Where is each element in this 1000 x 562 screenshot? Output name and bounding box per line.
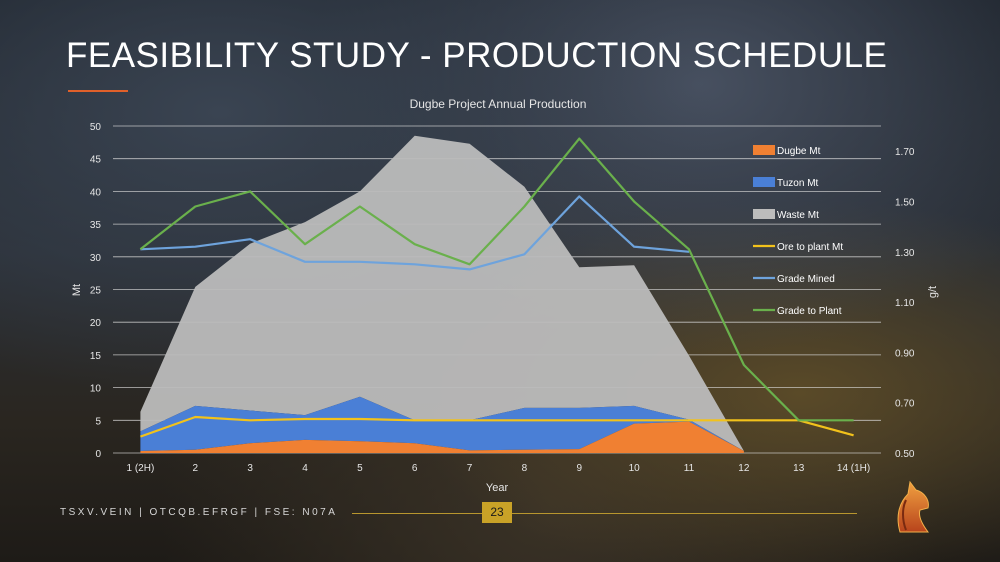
x-tick-label: 8 [522, 463, 528, 474]
x-tick-label: 1 (2H) [127, 463, 155, 474]
legend-label: Ore to plant Mt [777, 242, 843, 253]
x-tick-label: 6 [412, 463, 418, 474]
line-grade-mined [140, 195, 690, 271]
x-tick-label: 4 [302, 463, 308, 474]
line-ore-to-plant-mt [140, 415, 854, 438]
y2-tick-label: 0.50 [895, 449, 915, 460]
footer-rule-right [512, 513, 857, 514]
y-tick-label: 30 [90, 253, 102, 264]
horse-logo-icon [897, 480, 929, 533]
y2-axis-label: g/t [927, 286, 939, 298]
y-tick-label: 15 [90, 351, 102, 362]
chart-title: Dugbe Project Annual Production [410, 97, 587, 111]
legend-swatch [753, 209, 775, 219]
legend-swatch [753, 177, 775, 187]
x-tick-label: 14 (1H) [837, 463, 870, 474]
legend-label: Tuzon Mt [777, 178, 819, 189]
y-tick-label: 35 [90, 220, 102, 231]
left-axis-ticks: 0 5 10 15 20 25 30 35 40 45 50 [90, 122, 102, 460]
y-axis-label: Mt [71, 284, 83, 296]
area-tuzon-mt [140, 396, 744, 451]
y-tick-label: 0 [95, 449, 101, 460]
line-grade-to-plant [139, 137, 854, 422]
chart-areas [140, 135, 744, 453]
x-tick-label: 13 [793, 463, 805, 474]
y2-tick-label: 1.30 [895, 248, 915, 259]
x-axis-ticks: 1 (2H) 2 3 4 5 6 7 8 9 10 11 12 13 14 (1H) [127, 463, 871, 474]
y2-tick-label: 0.70 [895, 399, 915, 410]
legend-swatch [753, 145, 775, 155]
legend-label: Grade Mined [777, 274, 835, 285]
x-tick-label: 11 [684, 463, 695, 474]
x-tick-label: 12 [738, 463, 750, 474]
right-axis-ticks: 0.50 0.70 0.90 1.10 1.30 1.50 1.70 [895, 147, 915, 460]
x-tick-label: 9 [577, 463, 583, 474]
y2-tick-label: 1.50 [895, 197, 915, 208]
x-tick-label: 3 [247, 463, 253, 474]
x-tick-label: 2 [193, 463, 199, 474]
legend-label: Waste Mt [777, 210, 819, 221]
y2-tick-label: 1.70 [895, 147, 915, 158]
y-tick-label: 10 [90, 384, 102, 395]
y-tick-label: 50 [90, 122, 102, 133]
y-tick-label: 5 [95, 416, 101, 427]
slide-title: FEASIBILITY STUDY - PRODUCTION SCHEDULE [66, 36, 888, 75]
chart-legend: Dugbe Mt Tuzon Mt Waste Mt Ore to plant Mt G… [753, 145, 843, 317]
y2-tick-label: 0.90 [895, 348, 915, 359]
chart-lines [139, 137, 854, 438]
x-axis-label: Year [486, 482, 509, 494]
y-tick-label: 25 [90, 286, 102, 297]
legend-label: Grade to Plant [777, 306, 842, 317]
x-tick-label: 7 [467, 463, 473, 474]
footer-tickers: TSXV.VEIN | OTCQB.EFRGF | FSE: N07A [60, 507, 338, 518]
y-tick-label: 45 [90, 155, 102, 166]
page-number: 23 [482, 502, 512, 523]
legend-label: Dugbe Mt [777, 146, 821, 157]
x-tick-label: 5 [357, 463, 363, 474]
footer-rule-left [352, 513, 482, 514]
title-underline [68, 90, 128, 92]
y-tick-label: 20 [90, 318, 102, 329]
x-tick-label: 10 [629, 463, 641, 474]
area-waste-mt [140, 135, 744, 452]
area-dugbe-mt [140, 421, 744, 453]
y-tick-label: 40 [90, 187, 102, 198]
y2-tick-label: 1.10 [895, 298, 915, 309]
